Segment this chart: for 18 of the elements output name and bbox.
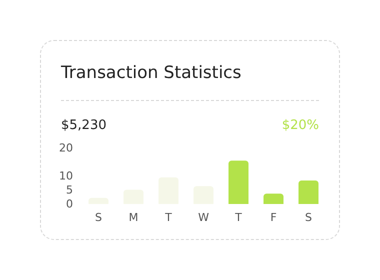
y-tick-label: 0 <box>66 198 73 210</box>
text: $20% <box>282 118 319 133</box>
y-tick-label: 10 <box>59 170 73 182</box>
text: $5,230 <box>61 118 106 133</box>
bar <box>228 160 248 204</box>
x-tick-label: F <box>270 211 277 224</box>
bar <box>298 180 318 204</box>
y-tick-label: 20 <box>59 142 73 154</box>
y-tick-label: 5 <box>66 184 73 196</box>
x-tick-label: W <box>198 211 210 224</box>
card-frame: Transaction Statistics $5,230 $20% 0 5 10 20 S M T W T F S <box>40 40 340 240</box>
x-tick-label: S <box>305 211 312 224</box>
x-tick-label: T <box>234 211 242 224</box>
x-tick-label: S <box>95 211 102 224</box>
bar <box>264 194 284 204</box>
chart-title: Transaction Statistics <box>61 63 242 83</box>
x-tick-label: T <box>164 211 172 224</box>
x-tick-label: M <box>128 211 138 224</box>
